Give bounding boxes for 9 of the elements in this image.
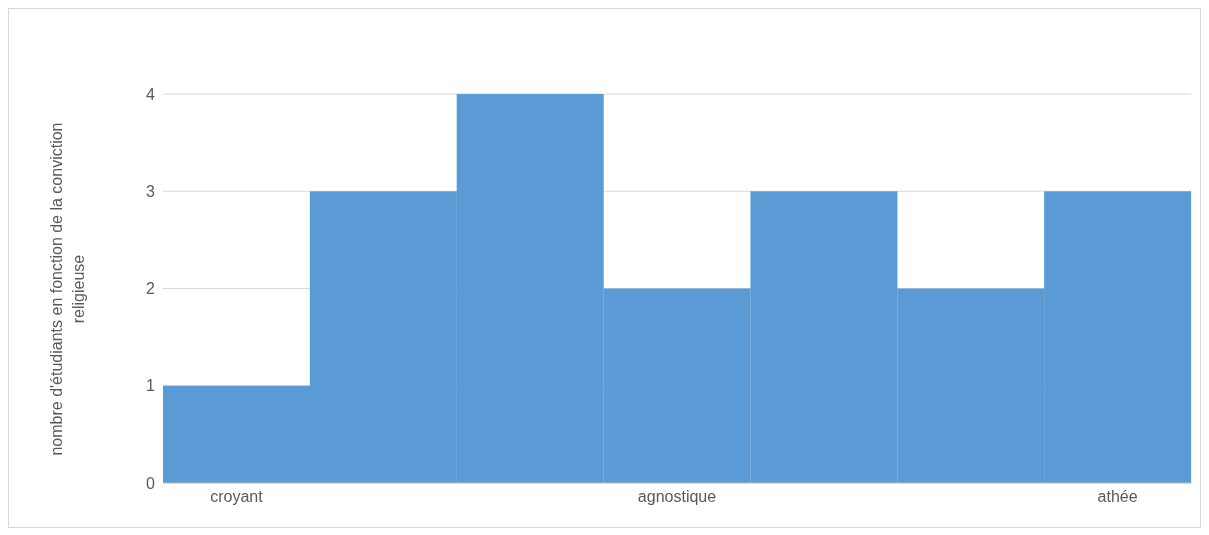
y-tick-label: 0 [146,474,156,492]
y-axis-title: nombre d'étudiants en fonction de la conviction religieuse [47,121,88,458]
y-tick-label: 2 [146,280,156,298]
x-tick-label: agnostique [637,488,717,506]
y-tick-label: 4 [146,85,156,103]
x-tick-label: croyant [210,488,264,506]
y-tick-label: 3 [146,182,156,200]
y-tick-label: 1 [146,377,156,395]
x-tick-label: athée [1097,488,1138,506]
